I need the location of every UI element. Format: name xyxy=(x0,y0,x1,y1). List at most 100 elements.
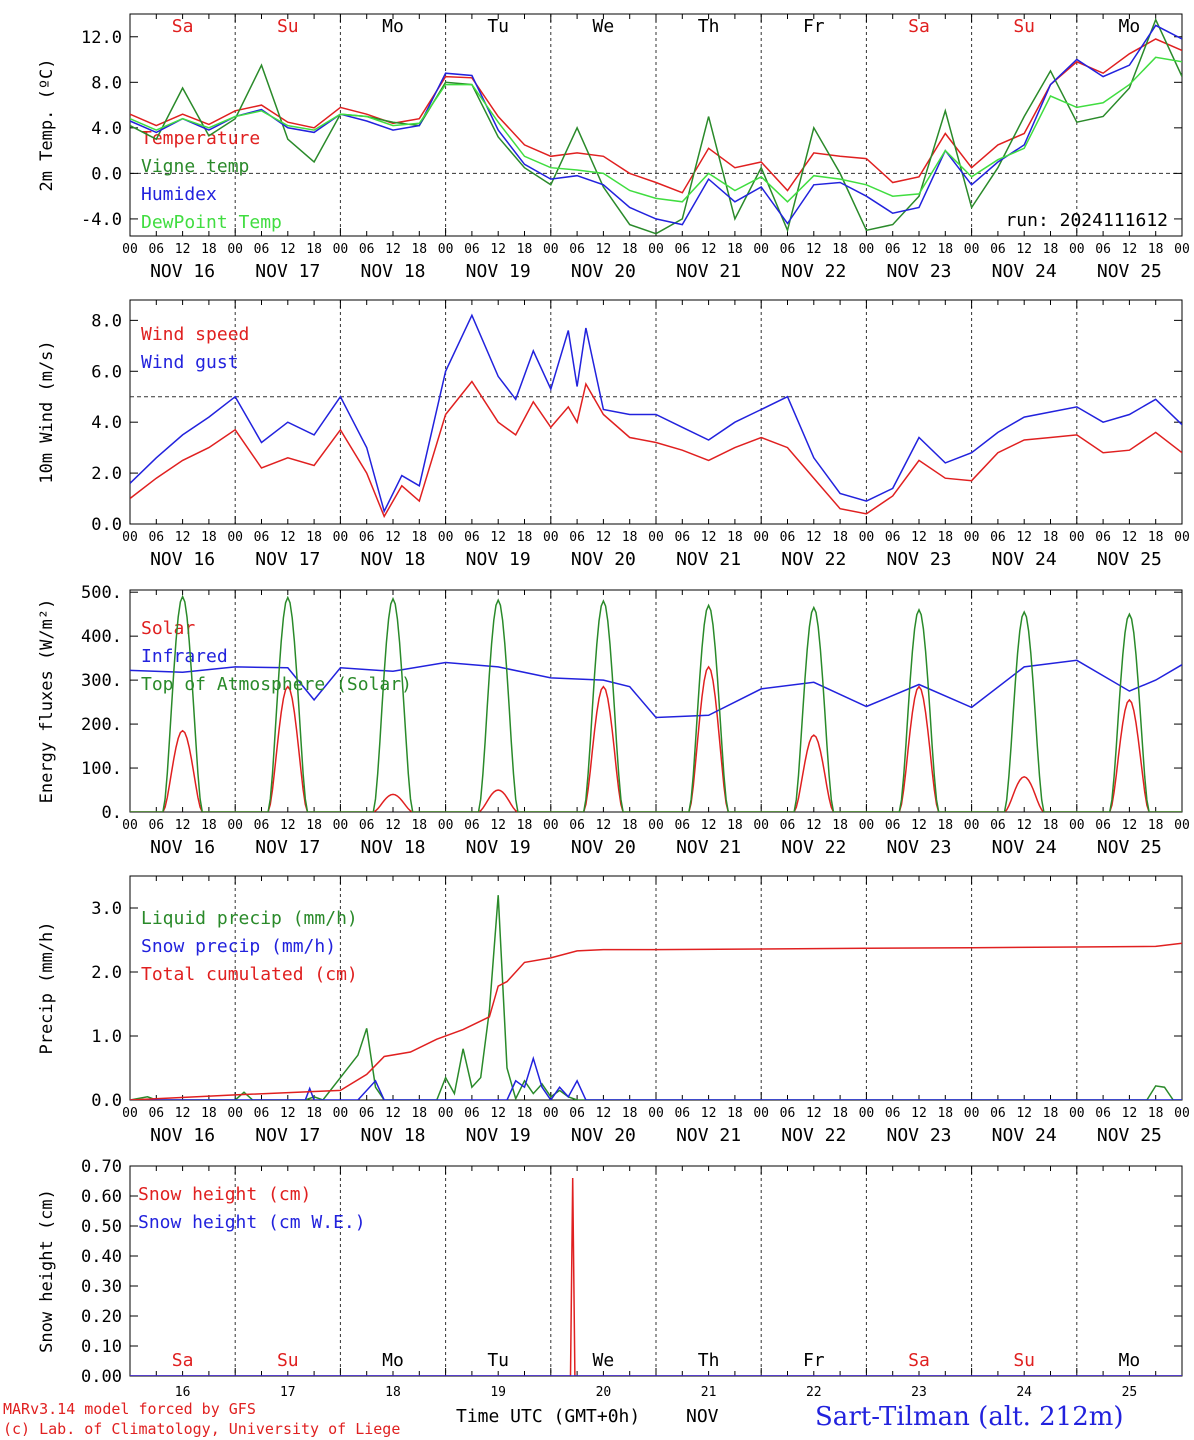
date-label: NOV 20 xyxy=(571,261,636,282)
hour-label: 18 xyxy=(306,242,322,257)
y-tick-label: 2.0 xyxy=(91,963,122,983)
hour-label: 00 xyxy=(122,530,138,545)
legend-entry: Total cumulated (cm) xyxy=(141,964,358,985)
y-tick-label: 0.10 xyxy=(81,1337,122,1357)
hour-label: 12 xyxy=(701,242,717,257)
hour-label: 06 xyxy=(990,242,1006,257)
hour-label: 12 xyxy=(701,530,717,545)
y-tick-label: 1.0 xyxy=(91,1027,122,1047)
run-label: run: 2024111612 xyxy=(1005,210,1168,231)
y-tick-label: 0.60 xyxy=(81,1187,122,1207)
day-number-label: 21 xyxy=(701,1385,717,1400)
day-number-label: 19 xyxy=(490,1385,506,1400)
y-tick-label: 0.50 xyxy=(81,1217,122,1237)
date-label: NOV 23 xyxy=(886,1125,951,1146)
hour-label: 12 xyxy=(385,242,401,257)
hour-label: 12 xyxy=(1122,1106,1138,1121)
date-label: NOV 24 xyxy=(992,261,1057,282)
hour-label: 12 xyxy=(1016,818,1032,833)
date-label: NOV 16 xyxy=(150,837,215,858)
hour-label: 18 xyxy=(1148,530,1164,545)
date-label: NOV 22 xyxy=(781,837,846,858)
hour-label: 00 xyxy=(1069,530,1085,545)
hour-label: 18 xyxy=(937,818,953,833)
hour-label: 00 xyxy=(122,818,138,833)
hour-label: 06 xyxy=(254,1106,270,1121)
date-label: NOV 22 xyxy=(781,549,846,570)
hour-label: 18 xyxy=(411,242,427,257)
hour-label: 00 xyxy=(859,818,875,833)
hour-label: 12 xyxy=(911,242,927,257)
hour-label: 06 xyxy=(464,242,480,257)
hour-label: 00 xyxy=(1069,1106,1085,1121)
hour-label: 12 xyxy=(175,530,191,545)
hour-label: 12 xyxy=(385,1106,401,1121)
weekday-label: Su xyxy=(1013,1350,1035,1371)
weekday-label: Th xyxy=(698,16,720,37)
hour-label: 18 xyxy=(727,818,743,833)
day-number-label: 17 xyxy=(280,1385,296,1400)
hour-label: 00 xyxy=(333,1106,349,1121)
hour-label: 06 xyxy=(1095,530,1111,545)
hour-label: 00 xyxy=(648,818,664,833)
date-label: NOV 25 xyxy=(1097,261,1162,282)
hour-label: 00 xyxy=(227,530,243,545)
hour-label: 18 xyxy=(937,530,953,545)
hour-label: 06 xyxy=(359,1106,375,1121)
hour-label: 12 xyxy=(596,530,612,545)
y-tick-label: 4.0 xyxy=(91,119,122,139)
hour-label: 12 xyxy=(596,1106,612,1121)
hour-label: 18 xyxy=(1043,818,1059,833)
series-line-wind-gust xyxy=(130,313,1182,514)
hour-label: 00 xyxy=(227,1106,243,1121)
hour-label: 00 xyxy=(122,1106,138,1121)
hour-label: 12 xyxy=(1122,242,1138,257)
hour-label: 12 xyxy=(1016,242,1032,257)
hour-label: 18 xyxy=(201,818,217,833)
weekday-label: Su xyxy=(277,16,299,37)
hour-label: 18 xyxy=(411,818,427,833)
hour-label: 18 xyxy=(832,1106,848,1121)
hour-label: 06 xyxy=(674,242,690,257)
weekday-label: Mo xyxy=(382,1350,404,1371)
legend-entry: Vigne temp xyxy=(141,156,249,177)
hour-label: 18 xyxy=(1148,818,1164,833)
hour-label: 18 xyxy=(1043,530,1059,545)
date-label: NOV 21 xyxy=(676,549,741,570)
hour-label: 00 xyxy=(227,242,243,257)
series-line-top-of-atmosphere-solar- xyxy=(130,594,1182,812)
hour-label: 06 xyxy=(780,818,796,833)
legend-entry: Wind speed xyxy=(141,324,249,345)
hour-label: 12 xyxy=(490,1106,506,1121)
hour-label: 06 xyxy=(780,242,796,257)
legend-entry: Top of Atmosphere (Solar) xyxy=(141,674,412,695)
hour-label: 18 xyxy=(1043,1106,1059,1121)
y-tick-label: 8.0 xyxy=(91,311,122,331)
date-label: NOV 19 xyxy=(466,1125,531,1146)
hour-label: 12 xyxy=(701,1106,717,1121)
hour-label: 06 xyxy=(674,818,690,833)
date-label: NOV 17 xyxy=(255,261,320,282)
hour-label: 00 xyxy=(964,530,980,545)
hour-label: 00 xyxy=(753,242,769,257)
hour-label: 00 xyxy=(964,1106,980,1121)
weekday-label: We xyxy=(593,1350,615,1371)
hour-label: 18 xyxy=(201,242,217,257)
weekday-label: Mo xyxy=(1119,16,1141,37)
weekday-label: Su xyxy=(277,1350,299,1371)
hour-label: 12 xyxy=(806,242,822,257)
hour-label: 18 xyxy=(1148,1106,1164,1121)
hour-label: 12 xyxy=(911,530,927,545)
legend-entry: Snow precip (mm/h) xyxy=(141,936,336,957)
weekday-label: Sa xyxy=(172,16,194,37)
hour-label: 18 xyxy=(517,818,533,833)
day-number-label: 20 xyxy=(596,1385,612,1400)
hour-label: 00 xyxy=(964,242,980,257)
hour-label: 00 xyxy=(1069,818,1085,833)
hour-label: 00 xyxy=(648,1106,664,1121)
hour-label: 00 xyxy=(333,530,349,545)
date-label: NOV 17 xyxy=(255,549,320,570)
hour-label: 00 xyxy=(859,530,875,545)
weekday-label: Su xyxy=(1013,16,1035,37)
y-tick-label: 400. xyxy=(81,627,122,647)
